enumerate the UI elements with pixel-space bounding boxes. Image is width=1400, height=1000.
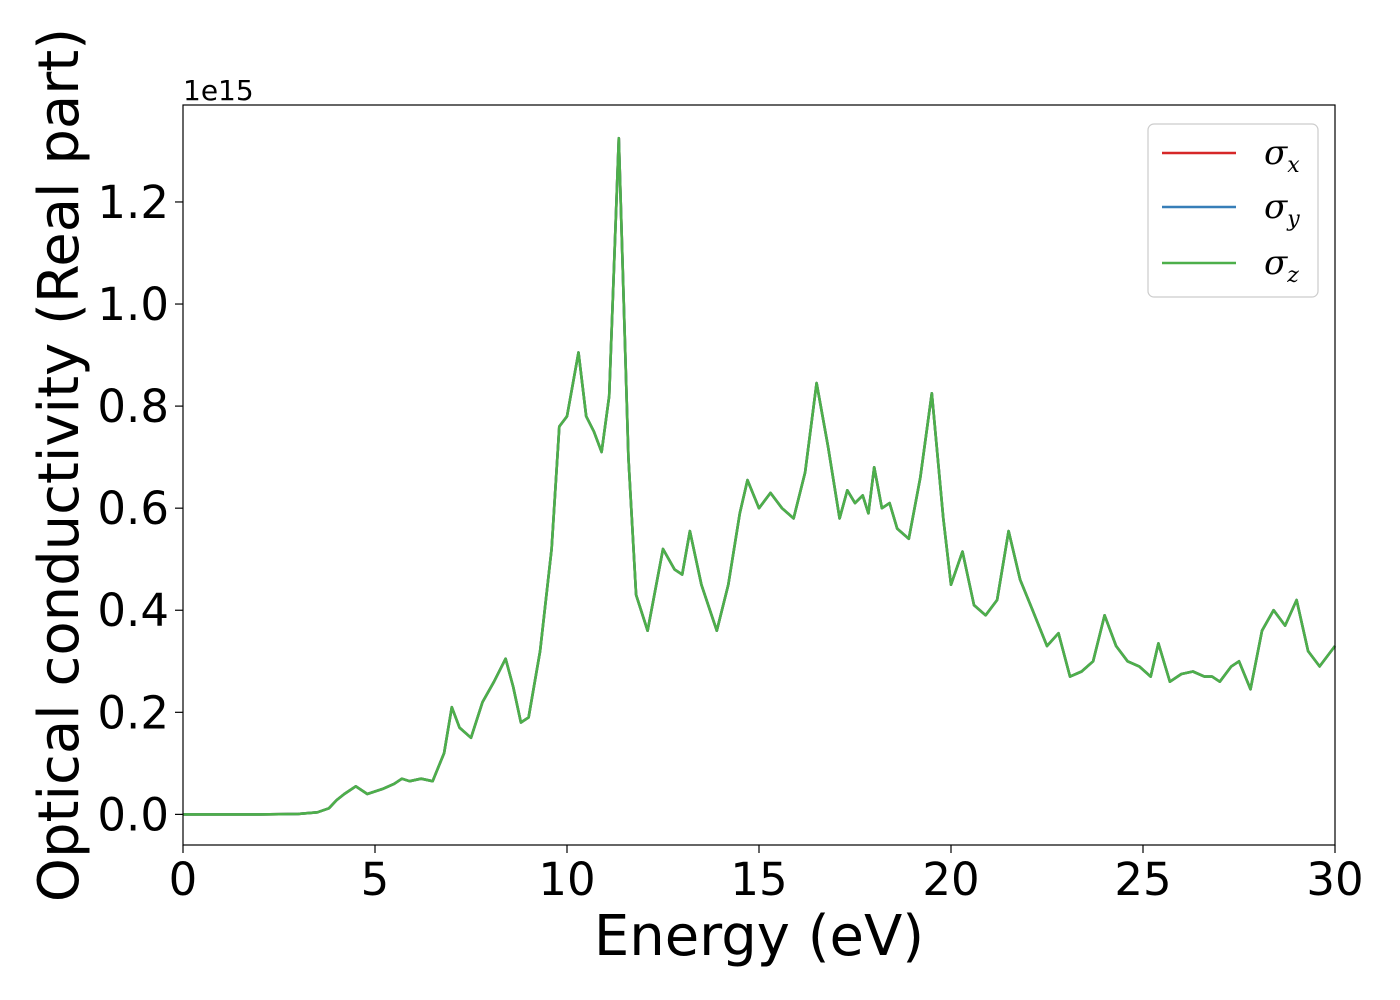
x-tick-label: 10 [538, 853, 595, 906]
y-tick-label: 1.2 [97, 176, 169, 229]
x-axis-label: Energy (eV) [594, 904, 924, 969]
x-tick-label: 25 [1114, 853, 1171, 906]
legend-label: σy [1264, 187, 1300, 232]
x-tick-label: 15 [730, 853, 787, 906]
y-offset-label: 1e15 [183, 74, 254, 107]
legend: σx σy σz [1147, 123, 1319, 298]
y-tick-label: 0.0 [97, 788, 169, 841]
y-tick-label: 0.4 [97, 584, 169, 637]
x-tick-label: 30 [1306, 853, 1363, 906]
y-axis: 0.0 0.2 0.4 0.6 0.8 1.0 1.2 [97, 176, 183, 841]
x-axis: 0 5 10 15 20 25 30 [169, 845, 1364, 906]
y-tick-label: 0.8 [97, 380, 169, 433]
legend-box [1147, 123, 1319, 298]
x-tick-label: 20 [922, 853, 979, 906]
y-tick-label: 0.6 [97, 482, 169, 535]
legend-label: σx [1264, 133, 1300, 178]
x-tick-label: 0 [169, 853, 198, 906]
y-tick-label: 1.0 [97, 278, 169, 331]
series-line-2 [183, 136, 1337, 816]
plot-frame [182, 104, 1336, 846]
plot-area [183, 136, 1337, 816]
y-tick-label: 0.2 [97, 686, 169, 739]
x-tick-label: 5 [361, 853, 390, 906]
legend-label: σz [1264, 243, 1299, 288]
y-axis-label: Optical conductivity (Real part) [27, 28, 92, 902]
